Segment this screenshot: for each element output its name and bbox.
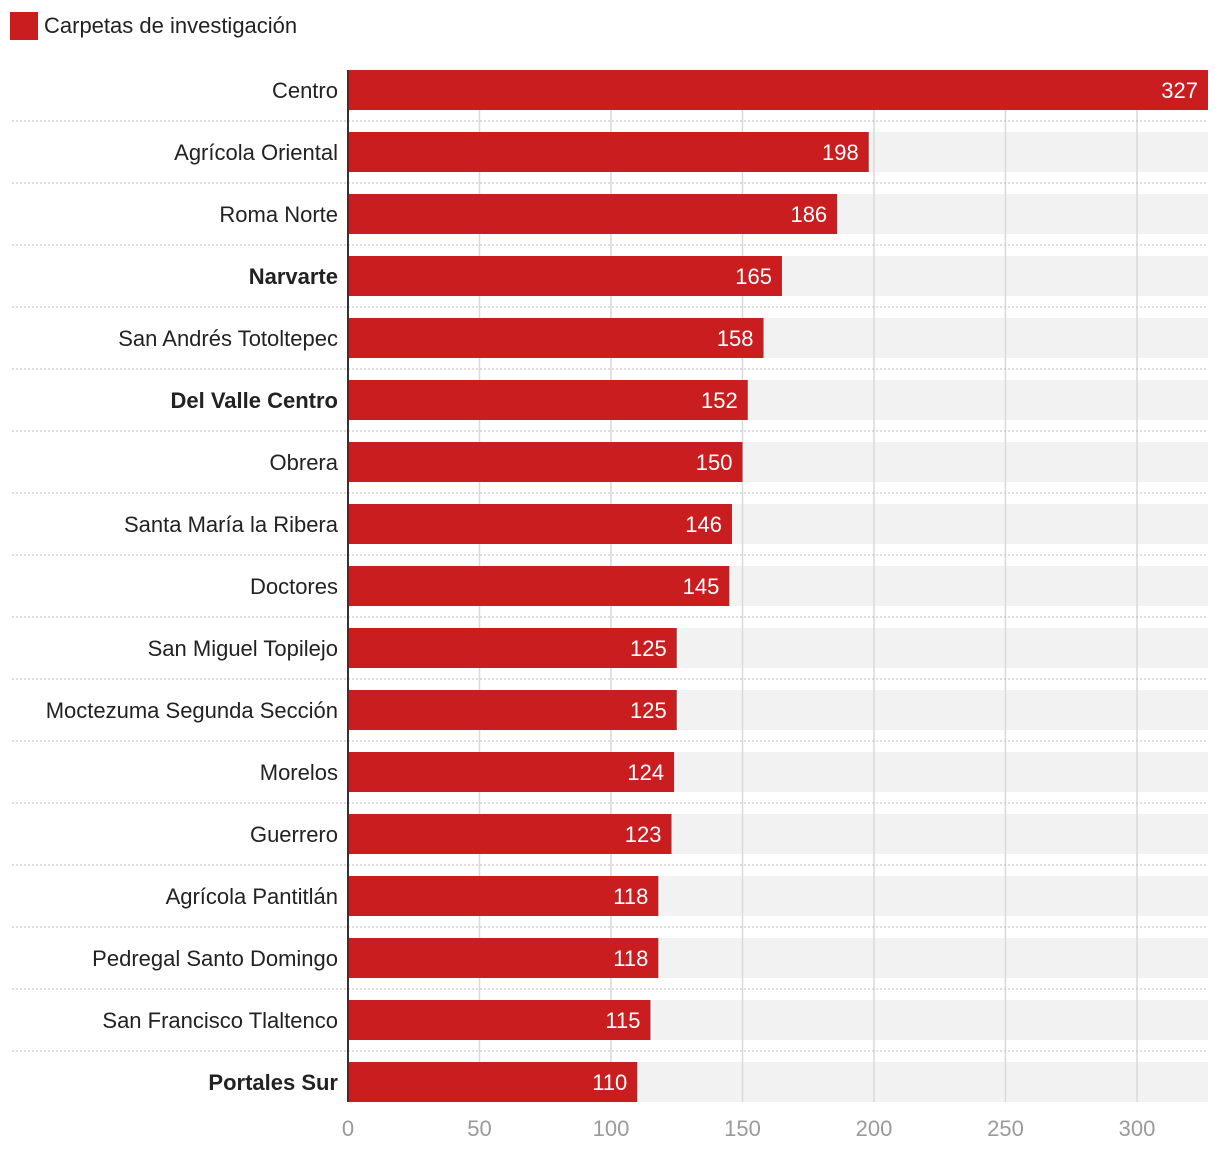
bar (348, 690, 677, 730)
legend-swatch (10, 12, 38, 40)
category-label: Doctores (250, 574, 338, 599)
bar (348, 752, 675, 792)
bar (348, 132, 869, 172)
bar-value-label: 124 (627, 760, 664, 785)
bar (348, 380, 748, 420)
bar-value-label: 150 (696, 450, 733, 475)
x-tick-label: 0 (342, 1116, 354, 1141)
bar (348, 938, 659, 978)
category-label: Portales Sur (208, 1070, 338, 1095)
bar (348, 442, 743, 482)
category-label: Guerrero (250, 822, 338, 847)
x-tick-label: 50 (467, 1116, 491, 1141)
bar-value-label: 123 (625, 822, 662, 847)
legend-label: Carpetas de investigación (44, 13, 298, 38)
bar (348, 70, 1208, 110)
bar (348, 1062, 638, 1102)
bar-value-label: 186 (790, 202, 827, 227)
category-label: San Francisco Tlaltenco (102, 1008, 338, 1033)
category-label: Narvarte (249, 264, 338, 289)
x-tick-label: 250 (987, 1116, 1024, 1141)
bar (348, 194, 838, 234)
bar (348, 628, 677, 668)
bar-value-label: 110 (592, 1070, 627, 1095)
bar (348, 1000, 651, 1040)
category-label: Pedregal Santo Domingo (92, 946, 338, 971)
bar (348, 504, 732, 544)
category-label: Roma Norte (219, 202, 338, 227)
category-label: Santa María la Ribera (124, 512, 339, 537)
bar (348, 318, 764, 358)
bar-value-label: 118 (613, 946, 648, 971)
bar-value-label: 152 (701, 388, 738, 413)
category-label: San Miguel Topilejo (148, 636, 338, 661)
bar-value-label: 118 (613, 884, 648, 909)
bar-value-label: 115 (605, 1008, 640, 1033)
bar-value-label: 327 (1161, 78, 1198, 103)
bar (348, 876, 659, 916)
bar (348, 814, 672, 854)
bar-value-label: 146 (685, 512, 722, 537)
bar (348, 566, 730, 606)
x-tick-label: 200 (856, 1116, 893, 1141)
bar-value-label: 125 (630, 636, 667, 661)
category-label: Moctezuma Segunda Sección (46, 698, 338, 723)
category-label: Centro (272, 78, 338, 103)
category-label: Agrícola Oriental (174, 140, 338, 165)
x-tick-label: 300 (1119, 1116, 1156, 1141)
chart-legend: Carpetas de investigación (10, 10, 297, 42)
bar-value-label: 165 (735, 264, 772, 289)
x-tick-label: 150 (724, 1116, 761, 1141)
bar-value-label: 125 (630, 698, 667, 723)
category-label: Del Valle Centro (170, 388, 338, 413)
category-label: Obrera (270, 450, 339, 475)
bar-value-label: 158 (717, 326, 754, 351)
category-label: Morelos (260, 760, 338, 785)
bar-value-label: 198 (822, 140, 859, 165)
x-tick-label: 100 (593, 1116, 630, 1141)
bar-value-label: 145 (683, 574, 720, 599)
category-label: Agrícola Pantitlán (166, 884, 338, 909)
bar (348, 256, 782, 296)
category-label: San Andrés Totoltepec (118, 326, 338, 351)
